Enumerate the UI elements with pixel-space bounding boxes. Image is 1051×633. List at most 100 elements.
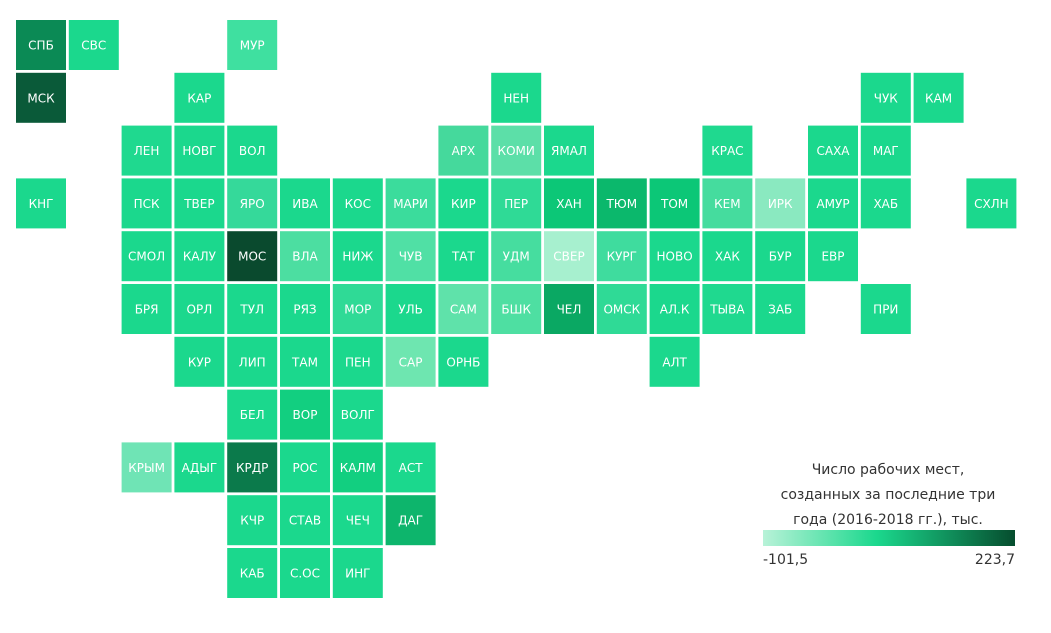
region-tile	[438, 231, 489, 282]
region-label: ТВЕР	[183, 197, 214, 211]
region-tile	[174, 231, 225, 282]
region-tile	[227, 495, 278, 546]
region-label: УДМ	[503, 250, 530, 264]
region-tile	[966, 178, 1017, 229]
region-tile	[808, 125, 858, 176]
region-tile	[121, 178, 172, 229]
region-label: ЧЕЛ	[557, 303, 582, 317]
region-label: ПРИ	[873, 303, 898, 317]
region-tile	[808, 178, 858, 229]
region-tile	[227, 389, 278, 440]
region-tile	[491, 125, 542, 176]
region-tile	[174, 178, 225, 229]
region-label: МОР	[344, 303, 371, 317]
region-tile	[16, 178, 66, 229]
region-label: ВОЛ	[239, 144, 266, 158]
legend-title: Число рабочих мест,	[812, 462, 965, 478]
region-label: КОМИ	[498, 144, 535, 158]
region-label: БЕЛ	[240, 408, 265, 422]
region-label: ПСК	[134, 197, 160, 211]
region-label: МСК	[27, 91, 55, 105]
region-label: САХА	[816, 144, 850, 158]
region-label: ДАГ	[398, 514, 423, 528]
region-label: КНГ	[29, 197, 54, 211]
region-label: ЛИП	[239, 355, 266, 369]
region-label: КАР	[187, 91, 211, 105]
region-tile	[860, 125, 911, 176]
region-tile	[491, 284, 542, 334]
region-tile	[860, 72, 911, 123]
region-tile	[16, 72, 66, 123]
region-label: ТАМ	[291, 355, 318, 369]
legend-title: года (2016-2018 гг.), тыс.	[793, 512, 983, 528]
region-tile	[174, 442, 225, 493]
region-tile	[121, 284, 172, 334]
region-label: КАБ	[240, 567, 265, 581]
region-tile	[596, 284, 647, 334]
region-label: КАЛМ	[340, 461, 376, 475]
region-tile	[860, 178, 911, 229]
region-label: МАРИ	[393, 197, 428, 211]
region-tile	[755, 231, 806, 282]
region-tile	[438, 125, 489, 176]
region-label: АЛ.К	[660, 303, 690, 317]
region-label: ВОР	[293, 408, 318, 422]
region-tile	[174, 72, 225, 123]
region-label: ХАК	[715, 250, 740, 264]
region-label: ТЮМ	[605, 197, 637, 211]
region-label: ТАТ	[451, 250, 476, 264]
region-label: ОРНБ	[446, 355, 480, 369]
region-label: ЧУВ	[399, 250, 423, 264]
region-tile	[808, 231, 858, 282]
region-label: КРАС	[711, 144, 743, 158]
region-label: ТУЛ	[239, 303, 264, 317]
region-tile	[121, 231, 172, 282]
region-label: ОМСК	[603, 303, 640, 317]
region-tile	[491, 231, 542, 282]
region-label: ОРЛ	[187, 303, 213, 317]
region-label: СХЛН	[974, 197, 1009, 211]
region-tile	[702, 284, 753, 334]
region-label: ВЛА	[292, 250, 318, 264]
region-label: КОС	[345, 197, 371, 211]
region-tile	[68, 20, 119, 70]
region-label: РЯЗ	[293, 303, 316, 317]
region-tile	[385, 284, 436, 334]
region-label: ХАБ	[873, 197, 898, 211]
region-label: АДЫГ	[182, 461, 218, 475]
region-tile	[385, 178, 436, 229]
region-label: БУР	[769, 250, 792, 264]
region-tile	[649, 178, 700, 229]
region-tile	[280, 548, 330, 598]
region-tile	[860, 284, 911, 334]
region-label: КУР	[188, 355, 211, 369]
region-label: ВОЛГ	[341, 408, 375, 422]
region-label: МУР	[240, 39, 265, 53]
region-label: ПЕР	[504, 197, 528, 211]
region-tile	[332, 336, 383, 387]
region-tile	[385, 495, 436, 546]
region-label: С.ОС	[290, 567, 320, 581]
region-tile	[702, 231, 753, 282]
region-tile	[596, 178, 647, 229]
region-label: ЗАБ	[768, 303, 792, 317]
region-label: ИНГ	[345, 567, 370, 581]
region-label: НЕН	[503, 91, 529, 105]
region-label: КРЫМ	[128, 461, 165, 475]
region-label: БРЯ	[135, 303, 159, 317]
region-label: РОС	[292, 461, 317, 475]
legend-min: -101,5	[763, 552, 808, 568]
region-tile	[280, 442, 330, 493]
region-label: СПБ	[28, 39, 54, 53]
region-tile	[227, 442, 278, 493]
region-tile	[174, 284, 225, 334]
region-label: ЯМАЛ	[551, 144, 587, 158]
region-label: СВЕР	[553, 250, 584, 264]
region-label: КИР	[451, 197, 476, 211]
region-tile	[649, 284, 700, 334]
region-tile	[332, 442, 383, 493]
region-label: САР	[399, 355, 423, 369]
region-tile	[491, 72, 542, 123]
region-tile	[121, 125, 172, 176]
